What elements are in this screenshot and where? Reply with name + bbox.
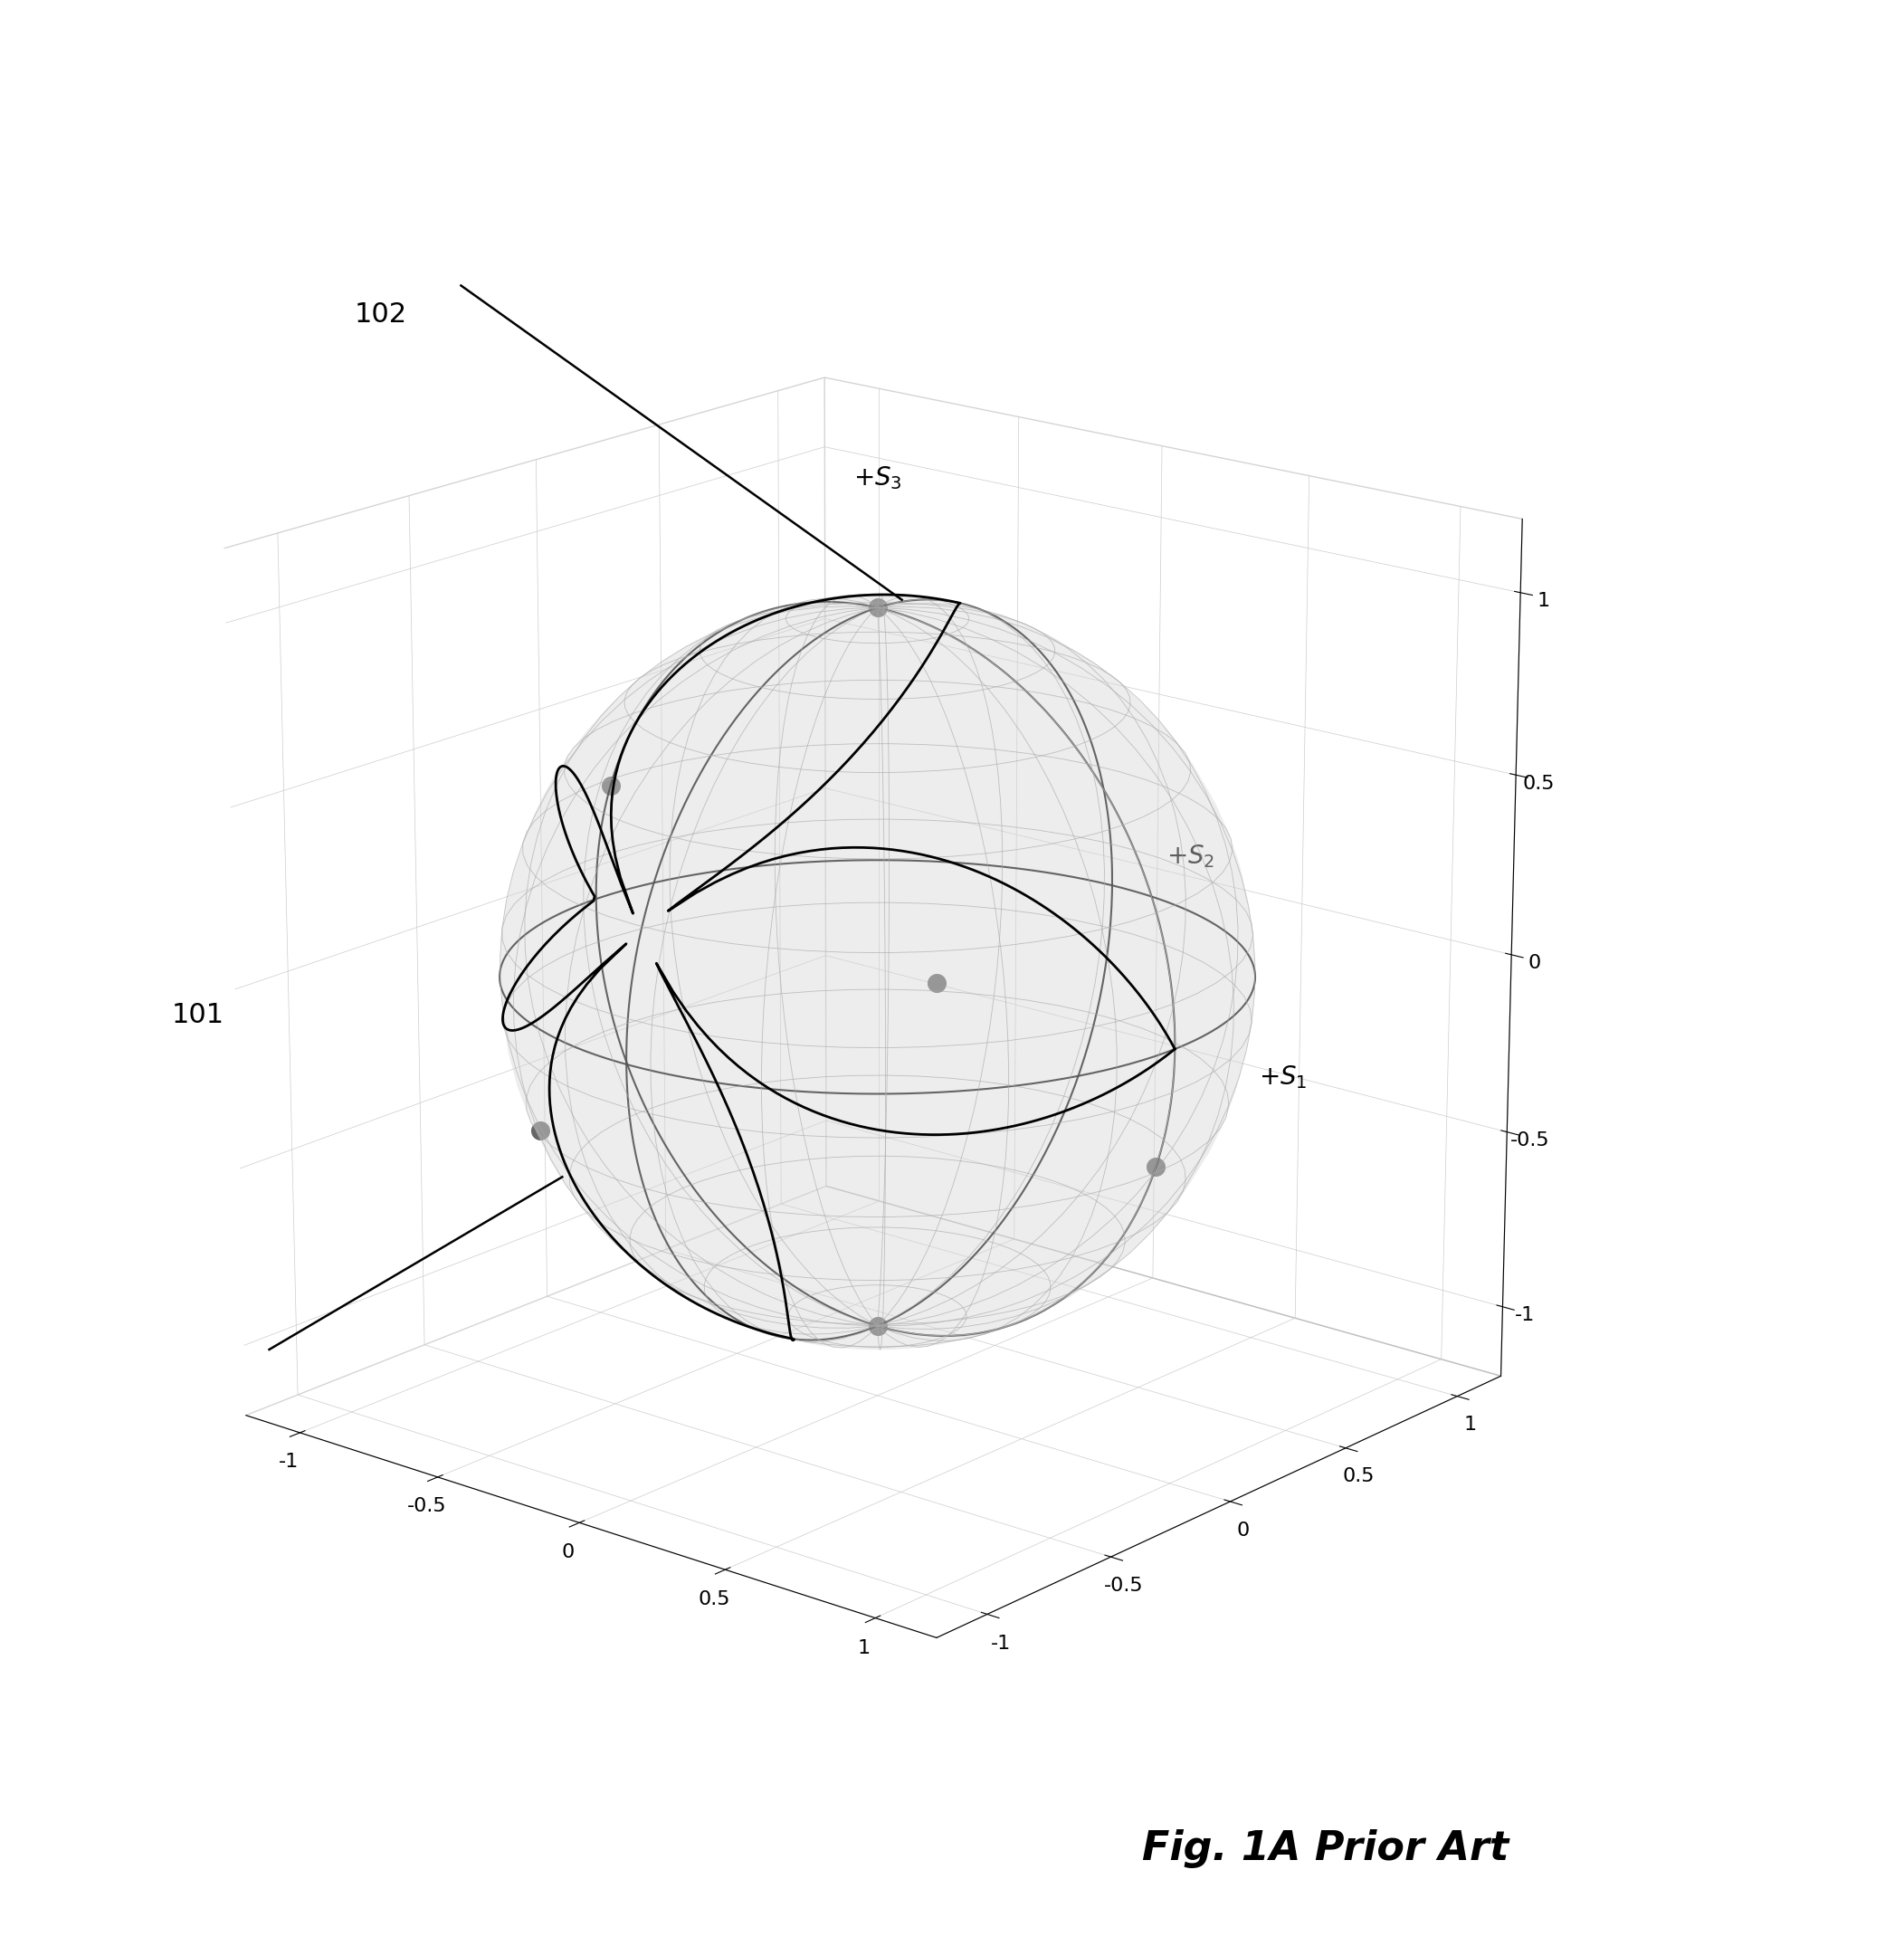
Text: 102: 102 <box>354 302 407 327</box>
Text: Fig. 1A Prior Art: Fig. 1A Prior Art <box>1142 1829 1510 1868</box>
Text: 101: 101 <box>171 1002 225 1027</box>
